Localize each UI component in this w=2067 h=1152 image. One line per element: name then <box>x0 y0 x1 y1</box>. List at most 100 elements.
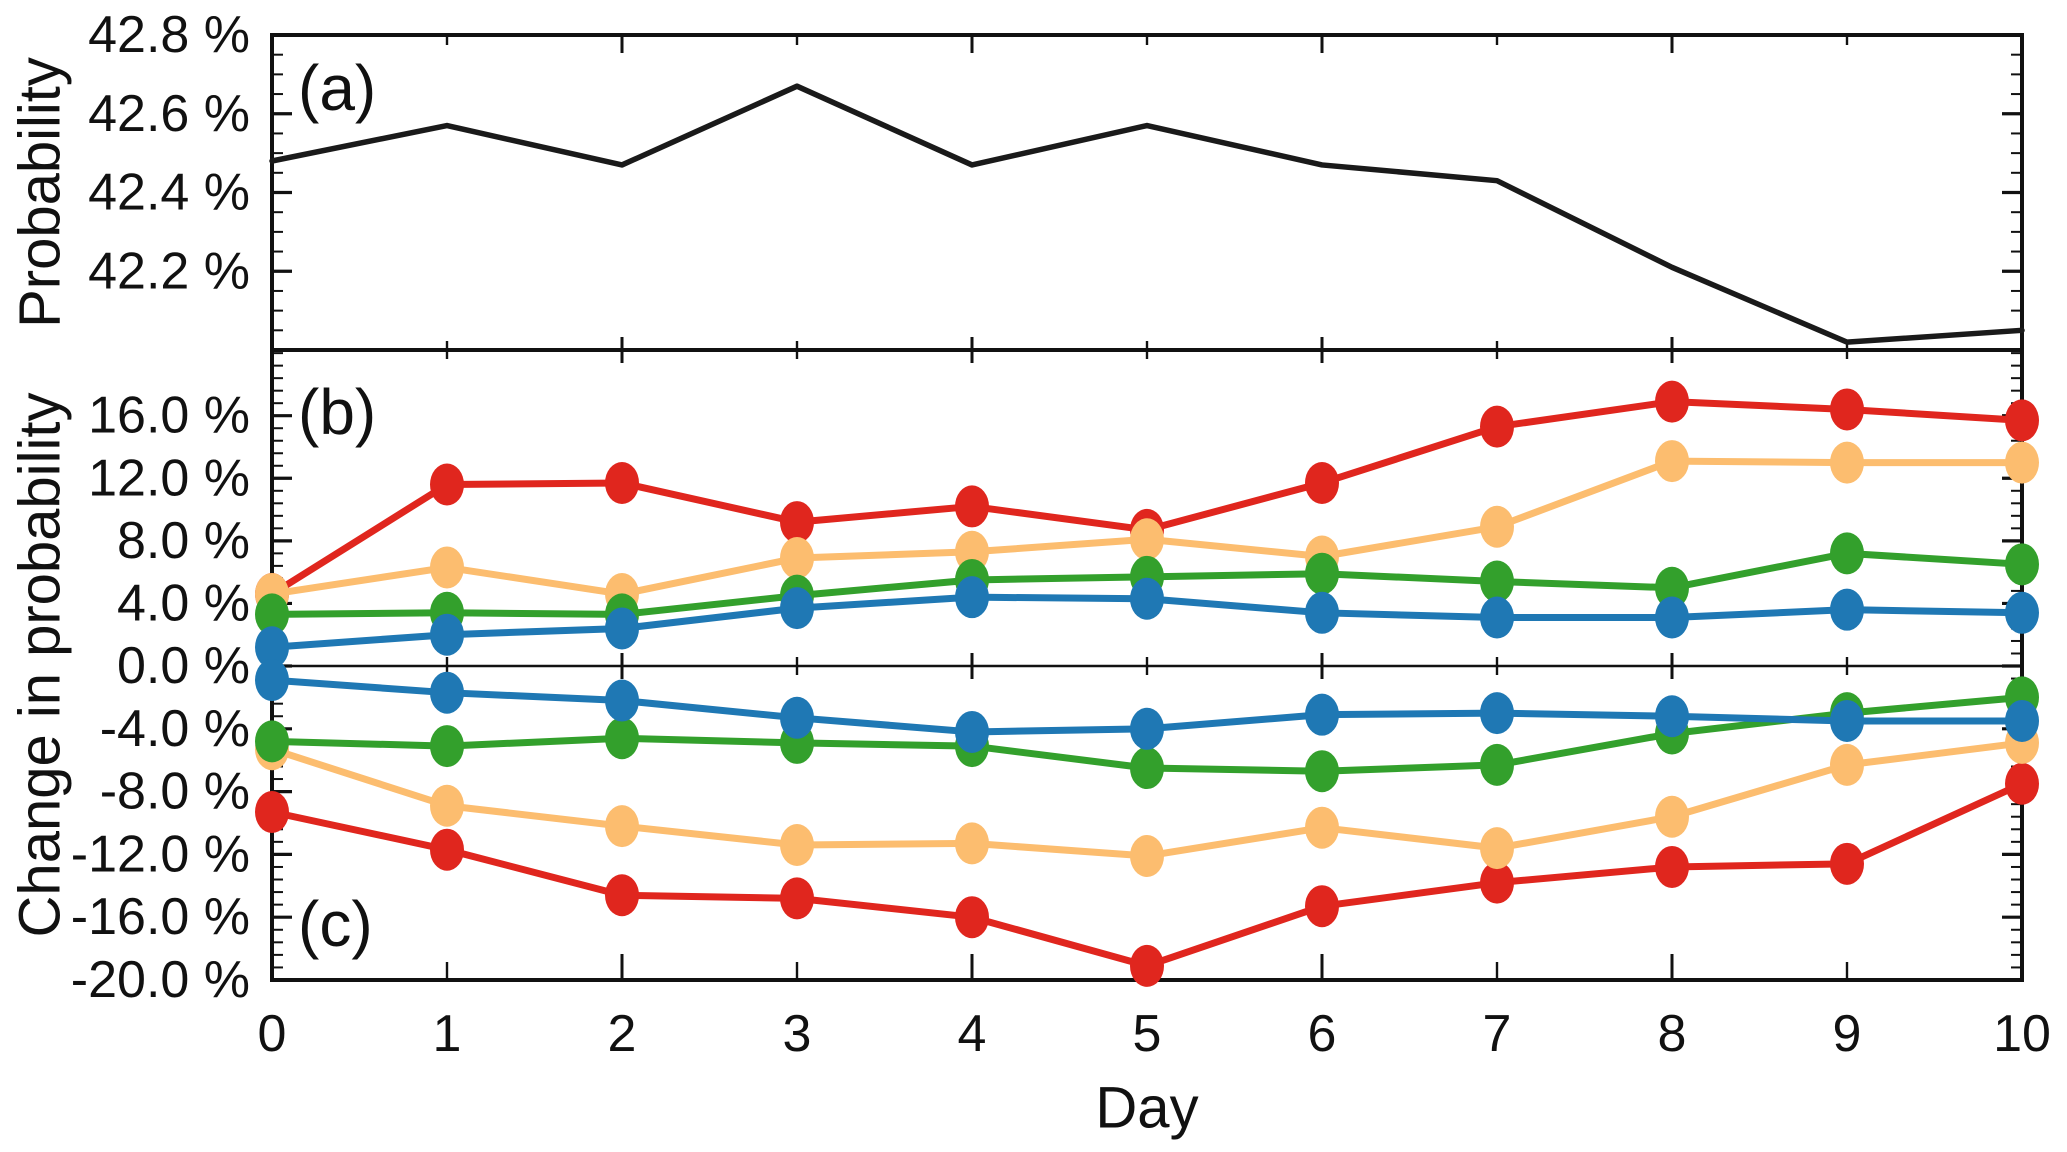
panel-b-series-blue-marker <box>1655 596 1689 639</box>
panel-b-series-red-marker <box>1480 405 1514 448</box>
x-tick-label: 3 <box>783 1005 812 1063</box>
y-tick-label: 42.8 % <box>88 6 250 64</box>
panel-c-series-red-marker <box>1480 861 1514 904</box>
panel-c-series-red-marker <box>255 791 289 834</box>
x-tick-label: 10 <box>1993 1005 2051 1063</box>
x-axis-title: Day <box>1095 1076 1198 1141</box>
panel-b-series-blue-marker <box>780 587 814 630</box>
panel-b-series-blue-marker <box>605 607 639 650</box>
panel-b-series-red-marker <box>430 463 464 506</box>
y-tick-label: -16.0 % <box>71 888 250 946</box>
panel-c-series-orange-marker <box>780 823 814 866</box>
panel-b-series-blue-marker <box>1480 596 1514 639</box>
x-tick-label: 0 <box>258 1005 287 1063</box>
panel-label-b: (b) <box>298 376 376 448</box>
panel-c-series-red-marker <box>2005 762 2039 805</box>
panel-c-series-blue-marker <box>1305 693 1339 736</box>
panel-c-series-blue-marker <box>2005 699 2039 742</box>
panel-b-series-blue-marker <box>255 626 289 669</box>
panel-c-series-blue-marker <box>255 659 289 702</box>
y-tick-label: 4.0 % <box>117 574 250 632</box>
panel-c-series-green-marker <box>1480 743 1514 786</box>
panel-c-series-green-marker <box>430 725 464 768</box>
x-tick-label: 7 <box>1483 1005 1512 1063</box>
y-tick-label: -12.0 % <box>71 825 250 883</box>
panel-c-series-green-marker <box>605 717 639 760</box>
panel-c-series-green-marker <box>1130 747 1164 790</box>
panel-c-series-blue-marker <box>1480 692 1514 735</box>
panel-c-series-orange-marker <box>605 805 639 848</box>
panel-b-series-blue-marker <box>1130 577 1164 620</box>
y-tick-label: 0.0 % <box>117 637 250 695</box>
panel-c-series-red-marker <box>605 874 639 917</box>
panel-b-series-orange-marker <box>430 546 464 589</box>
x-tick-label: 9 <box>1833 1005 1862 1063</box>
panel-c-series-blue-marker <box>605 679 639 722</box>
panel-c-series-red-marker <box>1830 842 1864 885</box>
panel-c-series-orange-marker <box>1480 827 1514 870</box>
panel-b-series-red-marker <box>780 501 814 544</box>
panel-c-series-blue-marker <box>780 696 814 739</box>
panel-b-series-green-marker <box>255 593 289 636</box>
panel-label-a: (a) <box>298 52 376 124</box>
panel-b-series-orange-marker <box>780 537 814 580</box>
panel-label-c: (c) <box>298 888 373 960</box>
panel-b-series-orange-marker <box>1130 518 1164 561</box>
x-tick-label: 4 <box>958 1005 987 1063</box>
x-tick-label: 5 <box>1133 1005 1162 1063</box>
panel-b-series-green-marker <box>1830 532 1864 575</box>
panel-c-series-red-marker <box>1655 845 1689 888</box>
x-tick-label: 1 <box>433 1005 462 1063</box>
panel-b-series-green-marker <box>1305 552 1339 595</box>
panel-c-series-red-marker <box>1130 944 1164 987</box>
y-tick-label: 16.0 % <box>88 387 250 445</box>
panel-c-series-orange-marker <box>1130 834 1164 877</box>
panel-b-series-green-marker <box>1480 560 1514 603</box>
y-axis-title-probability: Probability <box>8 57 73 328</box>
panel-b-series-green-marker <box>2005 543 2039 586</box>
x-tick-label: 8 <box>1658 1005 1687 1063</box>
panel-c-series-orange-marker <box>955 822 989 865</box>
panel-c-series-blue-marker <box>430 671 464 714</box>
panel-b-series-green-marker <box>1655 566 1689 609</box>
y-axis-title-change: Change in probability <box>8 393 73 938</box>
panel-c-series-orange-marker <box>430 784 464 827</box>
y-tick-label: 12.0 % <box>88 449 250 507</box>
panel-b-series-red-marker <box>605 461 639 504</box>
panel-b-series-blue-marker <box>1830 588 1864 631</box>
panel-c-series-red-marker <box>430 828 464 871</box>
panel-b-series-red-marker <box>1305 461 1339 504</box>
panel-c-series-red-marker <box>955 896 989 939</box>
x-tick-label: 6 <box>1308 1005 1337 1063</box>
panel-b-series-blue-marker <box>955 576 989 619</box>
panel-b-series-red-marker <box>2005 399 2039 442</box>
panel-b-series-red-marker <box>1830 388 1864 431</box>
panel-b-series-orange-marker <box>1655 440 1689 483</box>
panel-b-series-blue-marker <box>2005 591 2039 634</box>
panel-c-series-orange-marker <box>1830 743 1864 786</box>
y-tick-label: 42.2 % <box>88 242 250 300</box>
y-tick-label: -4.0 % <box>100 700 250 758</box>
panel-b-series-orange-marker <box>1480 505 1514 548</box>
panel-c-series-blue-marker <box>1830 699 1864 742</box>
x-tick-label: 2 <box>608 1005 637 1063</box>
panel-c-series-blue-marker <box>1130 707 1164 750</box>
panel-c-series-green-marker <box>255 720 289 763</box>
y-tick-label: -8.0 % <box>100 763 250 821</box>
y-tick-label: 8.0 % <box>117 512 250 570</box>
y-tick-label: -20.0 % <box>71 951 250 1009</box>
panel-b-series-red-marker <box>955 485 989 528</box>
panel-c-series-orange-marker <box>1655 795 1689 838</box>
panel-b-series-red-marker <box>1655 380 1689 423</box>
y-tick-label: 42.6 % <box>88 85 250 143</box>
panel-c-series-blue-marker <box>955 710 989 753</box>
y-tick-label: 42.4 % <box>88 164 250 222</box>
panel-c-series-green-marker <box>1305 750 1339 793</box>
panel-b-series-orange-marker <box>1830 441 1864 484</box>
panel-a-probability-line <box>269 83 2025 345</box>
panel-b-series-orange-marker <box>2005 441 2039 484</box>
panel-b-series-blue-marker <box>430 613 464 656</box>
panel-c-series-orange-marker <box>1305 806 1339 849</box>
